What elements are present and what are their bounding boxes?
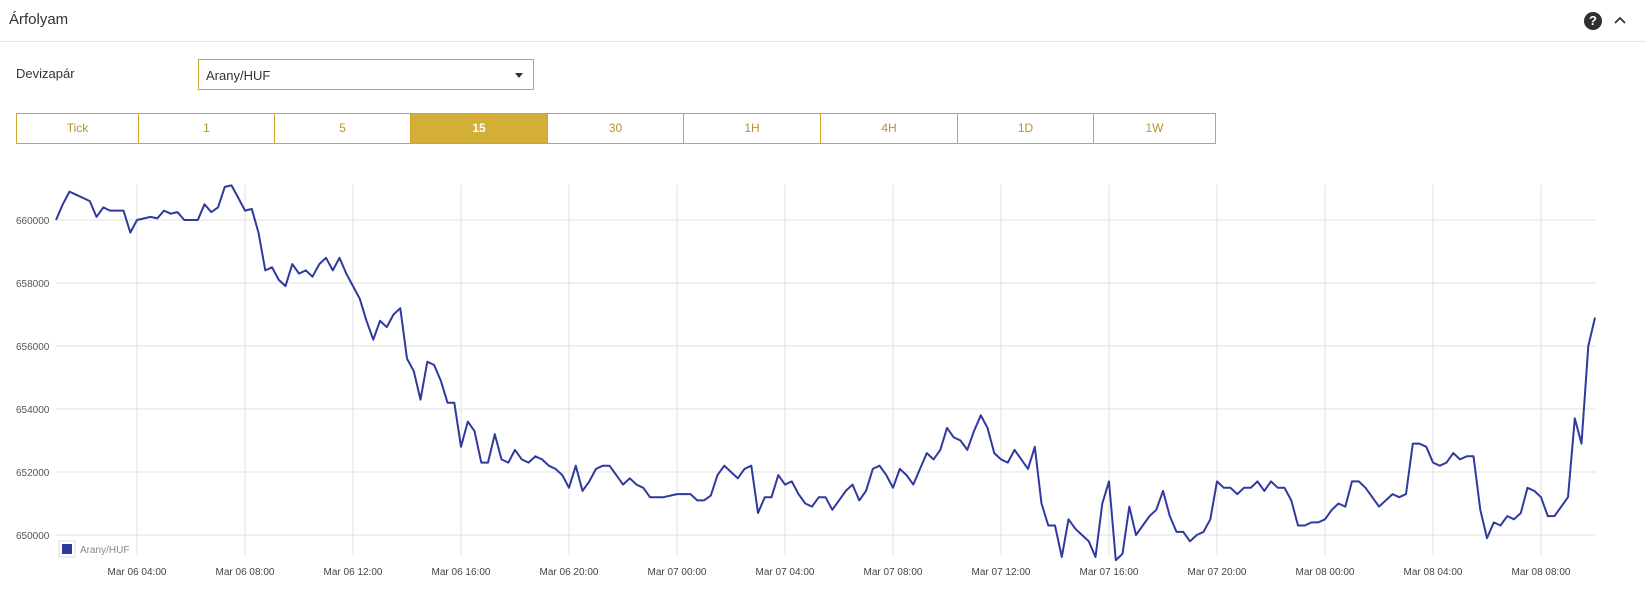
timeframe-button-1d[interactable]: 1D: [957, 114, 1093, 143]
y-tick-label: 652000: [16, 468, 50, 479]
x-tick-label: Mar 07 16:00: [1080, 567, 1139, 578]
x-tick-label: Mar 07 12:00: [972, 567, 1031, 578]
x-tick-label: Mar 06 16:00: [432, 567, 491, 578]
x-tick-label: Mar 06 08:00: [216, 567, 275, 578]
timeframe-button-1w[interactable]: 1W: [1093, 114, 1215, 143]
legend-label: Arany/HUF: [80, 545, 129, 556]
timeframe-button-5[interactable]: 5: [274, 114, 410, 143]
panel-title: Árfolyam: [9, 11, 69, 28]
x-tick-label: Mar 07 08:00: [864, 567, 923, 578]
panel-header: Árfolyam ?: [0, 0, 1646, 42]
series-line: [55, 184, 1596, 562]
price-chart: 650000 652000 654000 656000 658000 660000 Mar …: [16, 184, 1596, 578]
help-icon[interactable]: ?: [1584, 12, 1602, 30]
currency-pair-value: Arany/HUF: [206, 68, 271, 83]
y-tick-label: 654000: [16, 405, 50, 416]
x-tick-label: Mar 08 00:00: [1296, 567, 1355, 578]
x-tick-label: Mar 06 12:00: [324, 567, 383, 578]
timeframe-button-1[interactable]: 1: [138, 114, 274, 143]
x-tick-label: Mar 07 20:00: [1188, 567, 1247, 578]
y-tick-label: 660000: [16, 216, 50, 227]
timeframe-button-1h[interactable]: 1H: [683, 114, 820, 143]
x-tick-label: Mar 07 04:00: [756, 567, 815, 578]
chevron-down-icon: [515, 73, 523, 78]
pair-label: Devizapár: [16, 66, 75, 81]
timeframe-button-30[interactable]: 30: [547, 114, 683, 143]
currency-pair-select[interactable]: Arany/HUF: [198, 59, 534, 90]
y-tick-label: 650000: [16, 531, 50, 542]
x-tick-label: Mar 07 00:00: [648, 567, 707, 578]
y-tick-label: 656000: [16, 342, 50, 353]
x-tick-label: Mar 06 04:00: [108, 567, 167, 578]
timeframe-selector: Tick 1 5 15 30 1H 4H 1D 1W: [16, 113, 1216, 144]
timeframe-button-15[interactable]: 15: [410, 114, 547, 143]
chevron-up-icon[interactable]: [1612, 12, 1628, 28]
timeframe-button-tick[interactable]: Tick: [17, 114, 138, 143]
y-tick-label: 658000: [16, 279, 50, 290]
timeframe-button-4h[interactable]: 4H: [820, 114, 957, 143]
x-tick-label: Mar 08 04:00: [1404, 567, 1463, 578]
x-tick-label: Mar 06 20:00: [540, 567, 599, 578]
x-tick-label: Mar 08 08:00: [1512, 567, 1571, 578]
legend-swatch: [62, 544, 72, 554]
